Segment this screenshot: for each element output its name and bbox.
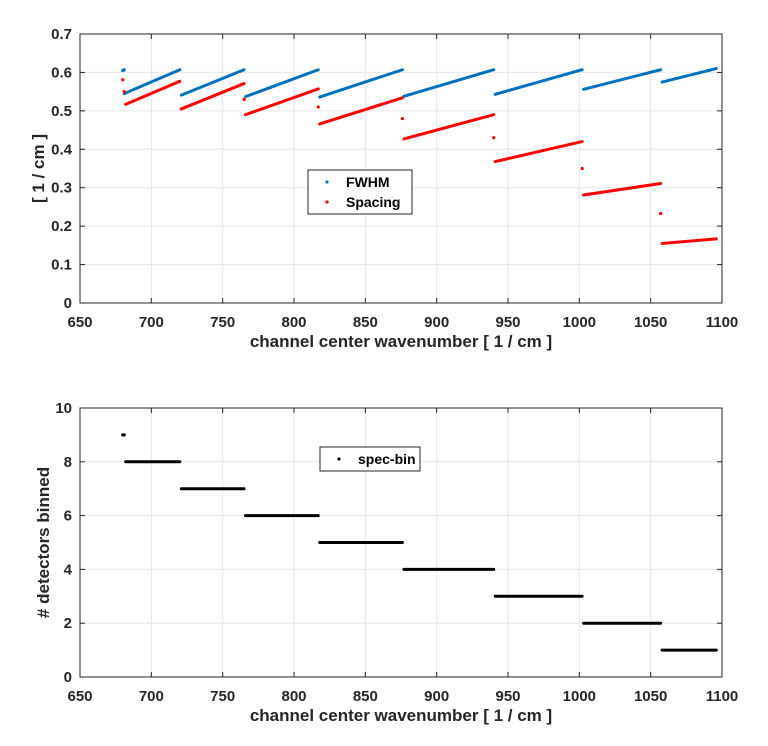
spacing-point — [580, 166, 584, 171]
y-tick-label: 0 — [64, 295, 72, 312]
y-tick-label: 6 — [64, 508, 72, 525]
legend-box — [307, 169, 413, 215]
x-tick-label: 1000 — [563, 314, 596, 331]
spacing-segment — [318, 96, 404, 126]
spacing-segment — [402, 113, 496, 141]
y-tick-label: 0.6 — [51, 64, 72, 81]
fwhm-segment — [493, 68, 584, 96]
x-tick-label: 1000 — [563, 688, 596, 705]
x-tick-label: 1100 — [706, 314, 739, 331]
x-tick-label: 850 — [353, 688, 378, 705]
x-tick-label: 650 — [67, 688, 92, 705]
x-tick-label: 750 — [210, 688, 235, 705]
y-tick-label: 4 — [64, 561, 73, 578]
plot-frame — [79, 33, 723, 304]
x-tick-label: 750 — [210, 314, 235, 331]
x-tick-label: 800 — [281, 314, 306, 331]
fwhm-segment — [582, 68, 663, 91]
y-tick-label: 2 — [64, 615, 72, 632]
plot-frame — [79, 407, 723, 678]
legend-label-spacing: Spacing — [346, 194, 400, 210]
fwhm-segment — [660, 67, 718, 84]
top-plot-fwhm-spacing: 650 700 750 800 850 900 950 1000 1050 1100 0 0.1 0.2… — [29, 26, 738, 351]
legend-label-spec-bin: spec-bin — [358, 451, 416, 467]
y-axis-label: # detectors binned — [34, 467, 53, 618]
spacing-segment — [124, 79, 182, 106]
spacing-point — [242, 97, 246, 101]
x-tick-label: 800 — [281, 688, 306, 705]
fwhm-segment — [402, 68, 496, 98]
y-tick-label: 0.5 — [51, 103, 72, 120]
fwhm-segment — [179, 68, 246, 97]
y-axis-label: [ 1 / cm ] — [29, 134, 48, 203]
spacing-point — [121, 78, 125, 82]
spacing-segment — [660, 237, 718, 245]
x-tick-label: 700 — [139, 314, 164, 331]
legend-label-fwhm: FWHM — [346, 174, 390, 190]
spacing-segment — [179, 82, 246, 111]
legend-marker-spec-bin — [337, 457, 341, 461]
x-tick-label: 950 — [495, 688, 520, 705]
x-tick-label: 900 — [424, 688, 449, 705]
x-axis-label: channel center wavenumber [ 1 / cm ] — [250, 332, 552, 351]
spacing-point — [316, 105, 320, 109]
bottom-plot-spec-bin: 650 700 750 800 850 900 950 1000 1050 1100 0 2 4 6 8 10… — [34, 400, 738, 725]
spacing-segment — [582, 181, 663, 197]
x-tick-label: 950 — [495, 314, 520, 331]
spacing-segment — [493, 140, 584, 164]
spacing-point — [400, 116, 405, 121]
fwhm-segment — [122, 68, 182, 96]
y-tick-label: 0.1 — [51, 257, 72, 274]
spacing-point — [659, 211, 663, 216]
y-tick-label: 0 — [64, 669, 72, 686]
x-tick-label: 1050 — [634, 688, 667, 705]
legend-box — [319, 446, 421, 472]
y-tick-label: 0.7 — [51, 26, 72, 43]
x-tick-label: 700 — [139, 688, 164, 705]
spec-bin-point — [122, 433, 126, 437]
x-tick-label: 1100 — [706, 688, 739, 705]
y-tick-label: 8 — [64, 454, 72, 471]
x-tick-label: 850 — [353, 314, 378, 331]
y-tick-label: 0.3 — [51, 180, 72, 197]
legend-marker-fwhm — [325, 180, 329, 184]
spacing-segment — [243, 87, 320, 117]
fwhm-segment — [243, 68, 320, 99]
y-tick-label: 0.4 — [51, 141, 73, 158]
y-tick-label: 10 — [55, 400, 72, 417]
fwhm-segment — [318, 68, 404, 99]
legend-marker-spacing — [325, 200, 329, 204]
spacing-point — [492, 136, 496, 140]
x-tick-label: 900 — [424, 314, 449, 331]
fwhm-point — [122, 68, 126, 72]
spacing-point — [122, 90, 126, 94]
x-tick-label: 1050 — [634, 314, 667, 331]
x-tick-label: 650 — [67, 314, 92, 331]
x-axis-label: channel center wavenumber [ 1 / cm ] — [250, 706, 552, 725]
y-tick-label: 0.2 — [51, 218, 72, 235]
